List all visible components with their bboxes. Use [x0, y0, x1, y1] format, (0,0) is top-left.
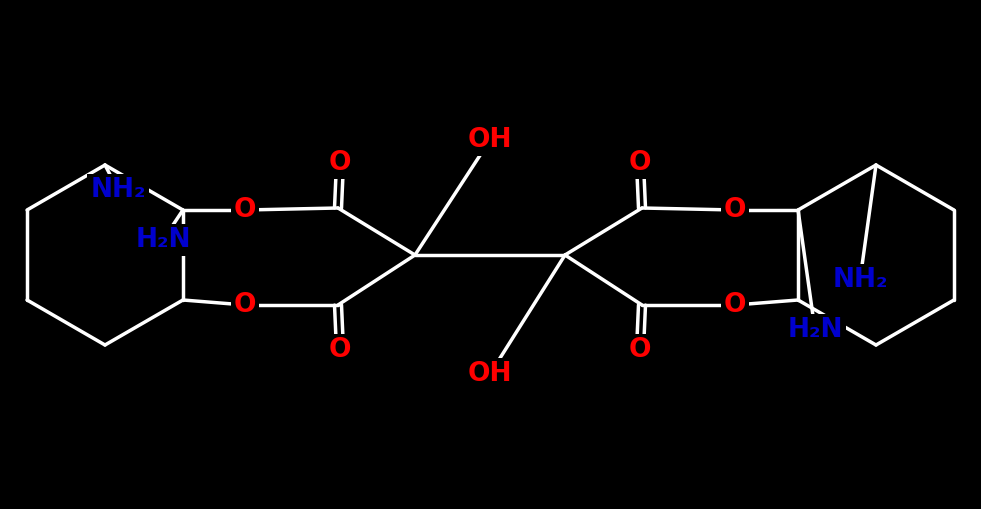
Text: OH: OH: [468, 127, 512, 153]
Text: H₂N: H₂N: [787, 317, 843, 343]
Text: H₂N: H₂N: [135, 227, 190, 253]
Text: O: O: [629, 337, 651, 363]
Text: O: O: [329, 337, 351, 363]
Text: O: O: [629, 150, 651, 176]
Text: O: O: [233, 292, 256, 318]
Text: O: O: [233, 197, 256, 223]
Text: OH: OH: [468, 361, 512, 387]
Text: NH₂: NH₂: [832, 267, 888, 293]
Text: O: O: [329, 150, 351, 176]
Text: O: O: [724, 292, 747, 318]
Text: NH₂: NH₂: [90, 177, 146, 203]
Text: O: O: [724, 197, 747, 223]
